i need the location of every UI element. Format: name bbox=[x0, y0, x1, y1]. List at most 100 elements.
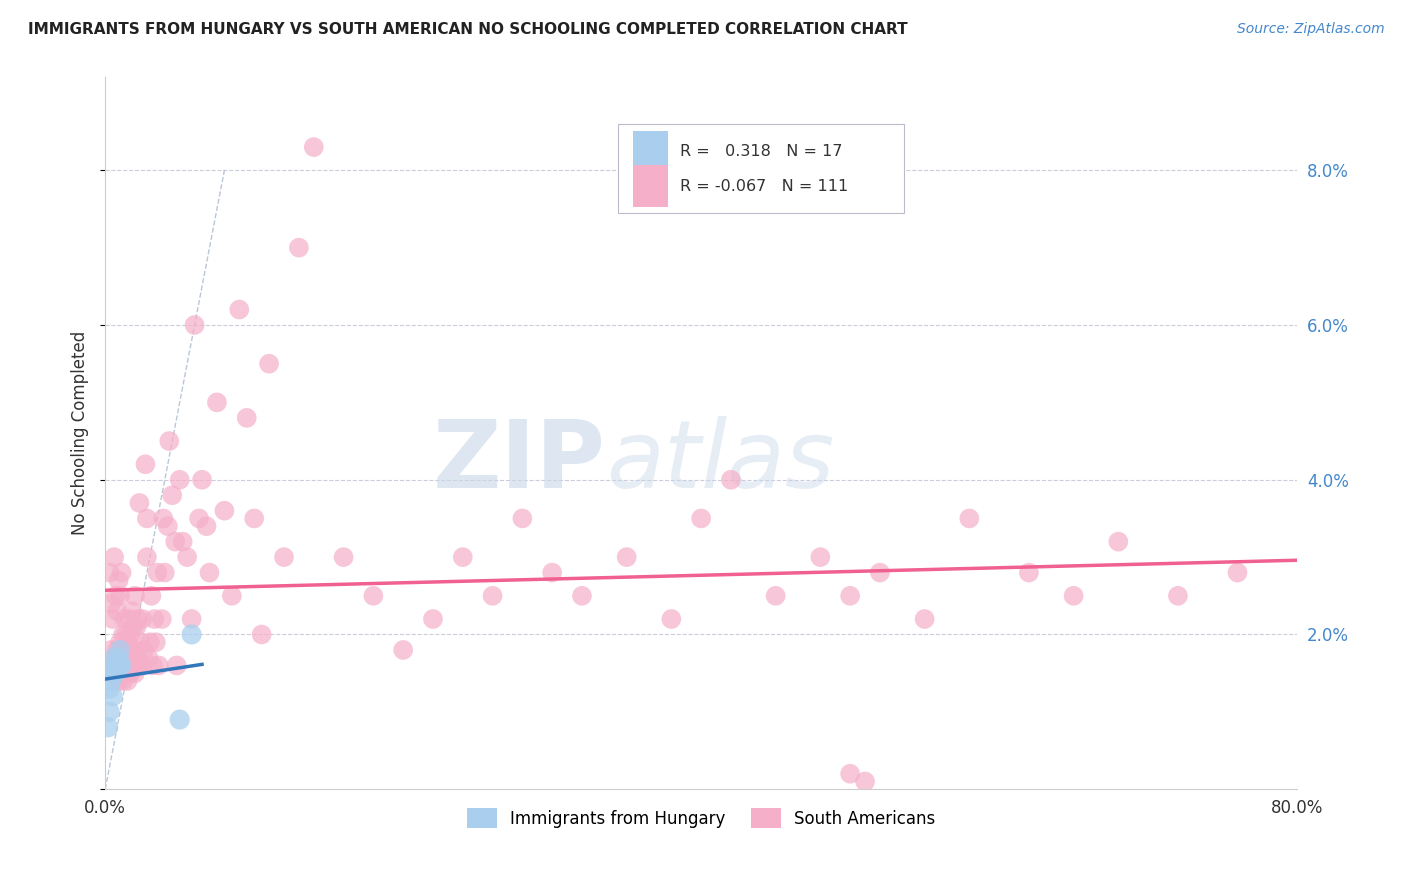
Point bbox=[481, 589, 503, 603]
Point bbox=[108, 589, 131, 603]
Point bbox=[191, 473, 214, 487]
Point bbox=[165, 534, 187, 549]
Point bbox=[141, 589, 163, 603]
Point bbox=[98, 705, 121, 719]
Point bbox=[188, 511, 211, 525]
Point bbox=[302, 140, 325, 154]
Point bbox=[243, 511, 266, 525]
Text: atlas: atlas bbox=[606, 417, 834, 508]
Point bbox=[115, 658, 138, 673]
Point bbox=[101, 658, 124, 673]
Point bbox=[145, 635, 167, 649]
Y-axis label: No Schooling Completed: No Schooling Completed bbox=[72, 331, 89, 535]
Point bbox=[107, 574, 129, 588]
Point bbox=[1063, 589, 1085, 603]
Point bbox=[153, 566, 176, 580]
Point bbox=[180, 612, 202, 626]
Point bbox=[122, 620, 145, 634]
Point bbox=[114, 666, 136, 681]
Point bbox=[1107, 534, 1129, 549]
Point bbox=[121, 604, 143, 618]
Point bbox=[541, 566, 564, 580]
Text: R = -0.067   N = 111: R = -0.067 N = 111 bbox=[679, 178, 848, 194]
Point bbox=[198, 566, 221, 580]
Point bbox=[205, 395, 228, 409]
Point bbox=[169, 473, 191, 487]
Point bbox=[162, 488, 184, 502]
Point bbox=[228, 302, 250, 317]
Point bbox=[288, 241, 311, 255]
Point bbox=[112, 627, 135, 641]
Point bbox=[214, 504, 236, 518]
Point bbox=[127, 658, 149, 673]
Point bbox=[512, 511, 534, 525]
Point bbox=[105, 604, 128, 618]
Point bbox=[114, 612, 136, 626]
Point bbox=[180, 627, 202, 641]
Point bbox=[148, 658, 170, 673]
Point bbox=[108, 643, 131, 657]
Point bbox=[273, 550, 295, 565]
Point bbox=[118, 612, 141, 626]
Point bbox=[150, 612, 173, 626]
Point bbox=[101, 612, 124, 626]
Point bbox=[117, 673, 139, 688]
Text: ZIP: ZIP bbox=[433, 416, 606, 508]
Text: R =   0.318   N = 17: R = 0.318 N = 17 bbox=[679, 145, 842, 160]
Point bbox=[103, 650, 125, 665]
Point bbox=[103, 550, 125, 565]
Point bbox=[146, 566, 169, 580]
Point bbox=[105, 658, 128, 673]
FancyBboxPatch shape bbox=[633, 131, 668, 173]
Text: IMMIGRANTS FROM HUNGARY VS SOUTH AMERICAN NO SCHOOLING COMPLETED CORRELATION CHA: IMMIGRANTS FROM HUNGARY VS SOUTH AMERICA… bbox=[28, 22, 908, 37]
Point bbox=[124, 666, 146, 681]
Point bbox=[107, 673, 129, 688]
Point bbox=[105, 658, 128, 673]
Point bbox=[136, 550, 159, 565]
Point bbox=[117, 635, 139, 649]
Point bbox=[235, 410, 257, 425]
Point bbox=[104, 666, 127, 681]
Point bbox=[125, 620, 148, 634]
Point bbox=[101, 690, 124, 704]
Legend: Immigrants from Hungary, South Americans: Immigrants from Hungary, South Americans bbox=[460, 802, 942, 834]
Point bbox=[101, 666, 124, 681]
Point bbox=[853, 774, 876, 789]
Point bbox=[105, 643, 128, 657]
Point bbox=[571, 589, 593, 603]
Point bbox=[156, 519, 179, 533]
Point bbox=[98, 566, 121, 580]
Point bbox=[104, 658, 127, 673]
Point bbox=[839, 589, 862, 603]
Point bbox=[152, 511, 174, 525]
Point bbox=[139, 635, 162, 649]
Point bbox=[142, 658, 165, 673]
Point bbox=[107, 650, 129, 665]
Point bbox=[138, 650, 160, 665]
Point bbox=[103, 666, 125, 681]
Point bbox=[808, 550, 831, 565]
Point bbox=[221, 589, 243, 603]
Point bbox=[124, 589, 146, 603]
Point bbox=[363, 589, 385, 603]
Point bbox=[114, 643, 136, 657]
Text: Source: ZipAtlas.com: Source: ZipAtlas.com bbox=[1237, 22, 1385, 37]
Point bbox=[125, 650, 148, 665]
Point bbox=[422, 612, 444, 626]
Point bbox=[690, 511, 713, 525]
Point bbox=[166, 658, 188, 673]
Point bbox=[132, 643, 155, 657]
Point bbox=[176, 550, 198, 565]
Point bbox=[110, 566, 132, 580]
Point bbox=[869, 566, 891, 580]
Point bbox=[100, 673, 122, 688]
Point bbox=[110, 658, 132, 673]
Point bbox=[616, 550, 638, 565]
FancyBboxPatch shape bbox=[617, 124, 904, 212]
Point bbox=[108, 666, 131, 681]
Point bbox=[257, 357, 280, 371]
FancyBboxPatch shape bbox=[633, 165, 668, 207]
Point bbox=[97, 720, 120, 734]
Point bbox=[1226, 566, 1249, 580]
Point bbox=[765, 589, 787, 603]
